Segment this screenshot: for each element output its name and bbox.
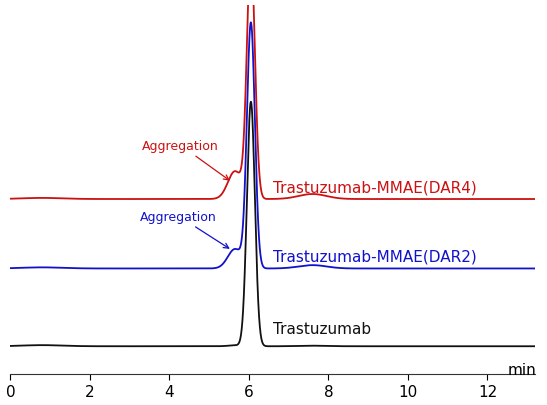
Text: Trastuzumab: Trastuzumab [273, 321, 371, 336]
Text: Trastuzumab-MMAE(DAR2): Trastuzumab-MMAE(DAR2) [273, 249, 476, 264]
Text: Aggregation: Aggregation [142, 139, 229, 181]
Text: Trastuzumab-MMAE(DAR4): Trastuzumab-MMAE(DAR4) [273, 179, 476, 194]
Text: min: min [508, 362, 536, 377]
Text: Aggregation: Aggregation [141, 210, 229, 249]
